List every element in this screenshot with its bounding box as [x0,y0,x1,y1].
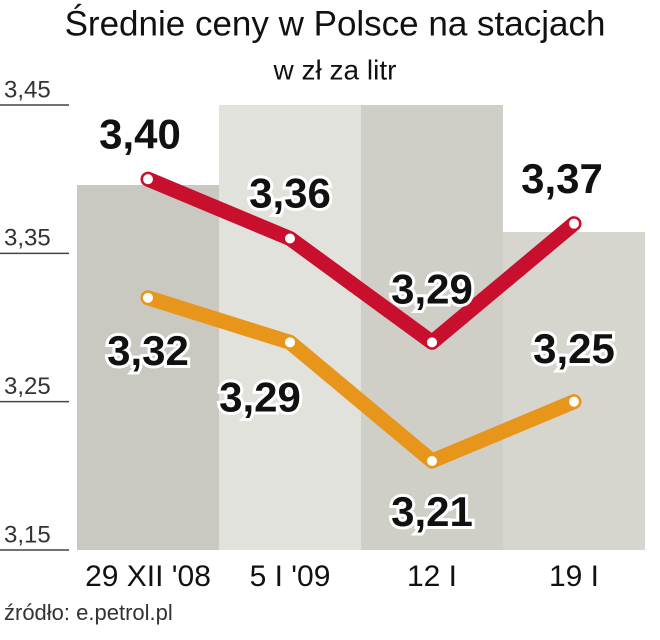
data-label: 3,40 [99,110,181,157]
data-label: 3,29 [219,373,301,420]
y-tick-label: 3,35 [4,225,51,252]
chart-subtitle: w zł za litr [273,54,397,85]
data-label: 3,21 [391,488,473,535]
data-point [567,394,581,409]
data-point [283,231,297,246]
data-point [425,454,439,468]
series-line [140,290,582,469]
x-tick-label: 19 I [549,560,599,593]
y-tick-label: 3,45 [4,76,51,103]
series-line [140,171,582,350]
data-label: 3,29 [391,265,473,312]
x-tick-label: 5 I '09 [250,560,331,593]
source-note: źródło: e.petrol.pl [4,600,173,625]
y-tick-label: 3,15 [4,521,51,548]
data-point [141,172,155,187]
data-label: 3,32 [107,327,189,374]
data-point [283,335,297,350]
background-band [361,105,503,550]
chart-title: Średnie ceny w Polsce na stacjach [65,3,606,43]
data-label: 3,37 [521,155,603,202]
background-band [77,185,219,550]
data-label: 3,25 [533,325,615,372]
y-tick-label: 3,25 [4,373,51,400]
x-tick-label: 29 XII '08 [85,560,211,593]
data-point [141,290,155,305]
data-point [425,335,439,350]
data-point [567,216,581,231]
background-band [503,232,645,550]
x-tick-label: 12 I [407,560,457,593]
data-label: 3,36 [249,170,331,217]
